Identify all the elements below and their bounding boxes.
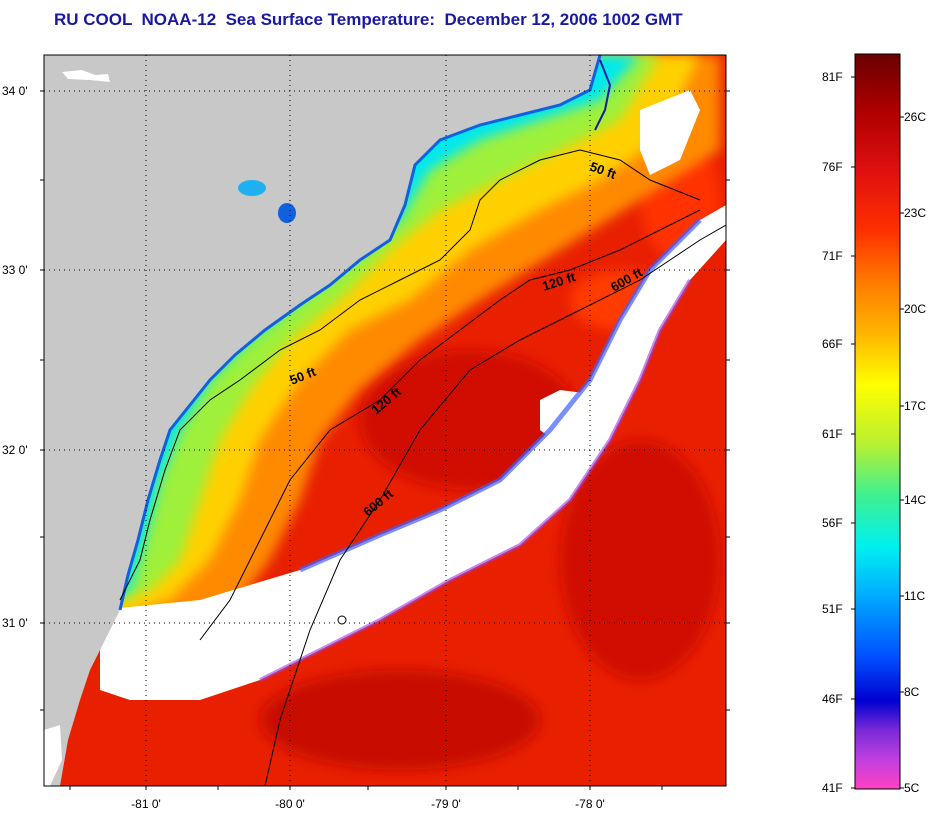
map-title: RU COOL NOAA-12 Sea Surface Temperature:… <box>54 10 683 29</box>
lat-label-31: 31 0' <box>2 616 28 630</box>
cb-c-26: 26C <box>904 110 926 124</box>
cb-c-23: 23C <box>904 206 926 220</box>
colorbar: 81F 76F 71F 66F 61F 56F 51F 46F 41F 26C … <box>822 53 926 795</box>
inland-lake-2 <box>278 203 296 223</box>
cloud-edge-fringe-south <box>259 278 692 682</box>
graticule <box>44 55 726 786</box>
lat-label-32: 32 0' <box>2 443 28 457</box>
cloud-edge-fringe <box>298 218 702 573</box>
cb-c-8: 8C <box>904 685 920 699</box>
coastline <box>118 55 602 611</box>
land-mass <box>44 55 600 786</box>
cb-f-61: 61F <box>822 427 843 441</box>
lon-label-78: -78 0' <box>575 797 605 811</box>
cloud-mask-patch-north <box>640 90 700 175</box>
contour-120ft-line <box>199 209 701 641</box>
colorbar-ticks <box>851 76 904 789</box>
inland-lake-1 <box>238 180 266 196</box>
cb-f-81: 81F <box>822 70 843 84</box>
cb-c-14: 14C <box>904 493 926 507</box>
cb-f-51: 51F <box>822 602 843 616</box>
bathymetry-contours <box>119 149 726 786</box>
lon-label-79: -79 0' <box>431 797 461 811</box>
colorbar-gradient <box>854 53 901 790</box>
cb-c-11: 11C <box>904 589 925 603</box>
lon-label-80: -80 0' <box>275 797 305 811</box>
cape-fear-inlet <box>594 59 612 131</box>
cb-c-5: 5C <box>904 781 920 795</box>
lat-label-33: 33 0' <box>2 263 28 277</box>
contour-600ft-line <box>264 224 726 786</box>
contour-50ft-line <box>119 149 701 601</box>
land-cloud-patch <box>44 725 62 786</box>
cb-f-56: 56F <box>822 516 843 530</box>
lat-label-34: 34 0' <box>2 84 28 98</box>
cb-f-41: 41F <box>822 781 843 795</box>
cb-f-66: 66F <box>822 337 843 351</box>
map-frame <box>43 54 727 787</box>
buoy-marker <box>337 615 347 625</box>
inland-lake-3 <box>62 70 110 82</box>
map-area: 50 ft 50 ft 120 ft 120 ft 600 ft 600 ft <box>44 55 726 786</box>
cloud-mask-patch <box>540 390 600 445</box>
cb-f-76: 76F <box>822 160 843 174</box>
cb-c-17: 17C <box>904 399 926 413</box>
cb-f-71: 71F <box>822 249 843 263</box>
axis-ticks <box>40 90 730 790</box>
cb-c-20: 20C <box>904 302 926 316</box>
lon-label-81: -81 0' <box>131 797 161 811</box>
cb-f-46: 46F <box>822 692 843 706</box>
